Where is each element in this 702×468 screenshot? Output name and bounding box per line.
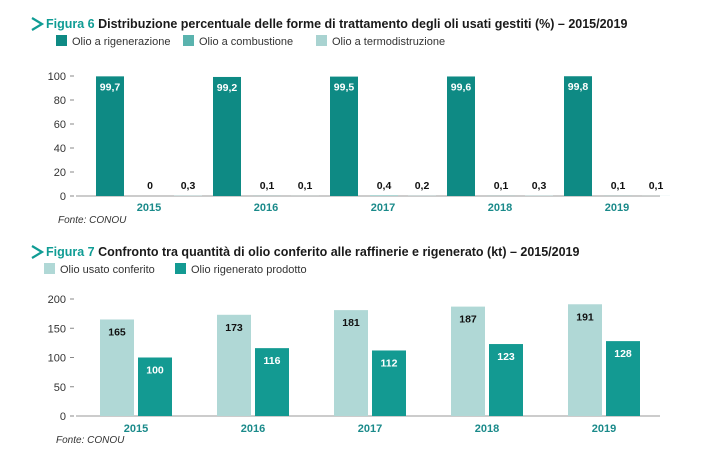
legend-swatch [183, 35, 194, 46]
data-label: 0,1 [649, 180, 664, 192]
title-arrow-icon [31, 245, 45, 259]
data-label: 116 [264, 355, 281, 367]
y-tick-label: 100 [48, 71, 66, 83]
chart-7: Figura 7 Confronto tra quantità di olio … [31, 245, 660, 446]
legend-label: Olio a termodistruzione [332, 36, 445, 48]
data-label: 123 [497, 351, 515, 363]
x-tick-label: 2016 [241, 423, 265, 435]
data-label: 99,8 [568, 81, 589, 93]
chart-title: Figura 7 Confronto tra quantità di olio … [46, 245, 580, 259]
data-label: 181 [342, 317, 360, 329]
bar [100, 319, 134, 416]
bar [255, 348, 289, 416]
x-tick-label: 2016 [254, 202, 278, 214]
x-tick-label: 2018 [488, 202, 512, 214]
bar [451, 306, 485, 416]
legend-swatch [175, 263, 186, 274]
data-label: 99,5 [334, 82, 355, 94]
x-tick-label: 2017 [371, 202, 395, 214]
y-tick-label: 200 [48, 294, 66, 306]
legend-swatch [44, 263, 55, 274]
y-tick-label: 60 [54, 119, 66, 131]
legend-label: Olio rigenerato prodotto [191, 264, 307, 276]
data-label: 112 [381, 357, 398, 369]
data-label: 0,4 [377, 180, 392, 192]
bar [96, 76, 124, 196]
title-text: Distribuzione percentuale delle forme di… [98, 17, 627, 31]
bar [489, 344, 523, 416]
bar [447, 76, 475, 196]
bar [334, 310, 368, 416]
data-label: 165 [108, 326, 126, 338]
bar [564, 76, 592, 196]
data-label: 99,2 [217, 82, 238, 94]
y-tick-label: 100 [48, 353, 66, 365]
x-tick-label: 2019 [605, 202, 629, 214]
chart-title: Figura 6 Distribuzione percentuale delle… [46, 17, 627, 31]
chart-6: Figura 6 Distribuzione percentuale delle… [31, 17, 670, 226]
data-label: 0,1 [494, 180, 509, 192]
legend-label: Olio usato conferito [60, 264, 155, 276]
data-label: 0,1 [298, 180, 313, 192]
data-label: 0,2 [415, 180, 430, 192]
data-label: 0,3 [181, 180, 196, 192]
bar [330, 76, 358, 196]
bar [568, 304, 602, 416]
data-label: 100 [146, 365, 164, 377]
legend-swatch [56, 35, 67, 46]
y-tick-label: 20 [54, 167, 66, 179]
y-tick-label: 0 [60, 191, 66, 203]
y-tick-label: 80 [54, 95, 66, 107]
y-tick-label: 150 [48, 323, 66, 335]
legend-swatch [316, 35, 327, 46]
x-tick-label: 2019 [592, 423, 616, 435]
data-label: 0,1 [260, 180, 275, 192]
source-note: Fonte: CONOU [56, 435, 125, 446]
source-note: Fonte: CONOU [58, 215, 127, 226]
legend-label: Olio a combustione [199, 36, 293, 48]
bar [138, 357, 172, 416]
title-arrow-icon [31, 17, 45, 31]
x-tick-label: 2015 [137, 202, 161, 214]
data-label: 173 [225, 322, 243, 334]
title-text: Confronto tra quantità di olio conferito… [98, 245, 579, 259]
data-label: 99,6 [451, 81, 472, 93]
legend-label: Olio a rigenerazione [72, 36, 170, 48]
y-tick-label: 50 [54, 382, 66, 394]
data-label: 0,1 [611, 180, 626, 192]
figure-label: Figura 6 [46, 17, 95, 31]
data-label: 99,7 [100, 81, 121, 93]
x-tick-label: 2015 [124, 423, 148, 435]
figure-label: Figura 7 [46, 245, 95, 259]
data-label: 187 [459, 314, 477, 326]
bar [217, 314, 251, 416]
bar [606, 341, 640, 416]
x-tick-label: 2018 [475, 423, 499, 435]
x-tick-label: 2017 [358, 423, 382, 435]
data-label: 128 [614, 348, 632, 360]
data-label: 0,3 [532, 180, 547, 192]
data-label: 191 [576, 311, 594, 323]
y-tick-label: 0 [60, 411, 66, 423]
bar [372, 350, 406, 416]
data-label: 0 [147, 180, 153, 192]
bar [213, 76, 241, 196]
y-tick-label: 40 [54, 143, 66, 155]
